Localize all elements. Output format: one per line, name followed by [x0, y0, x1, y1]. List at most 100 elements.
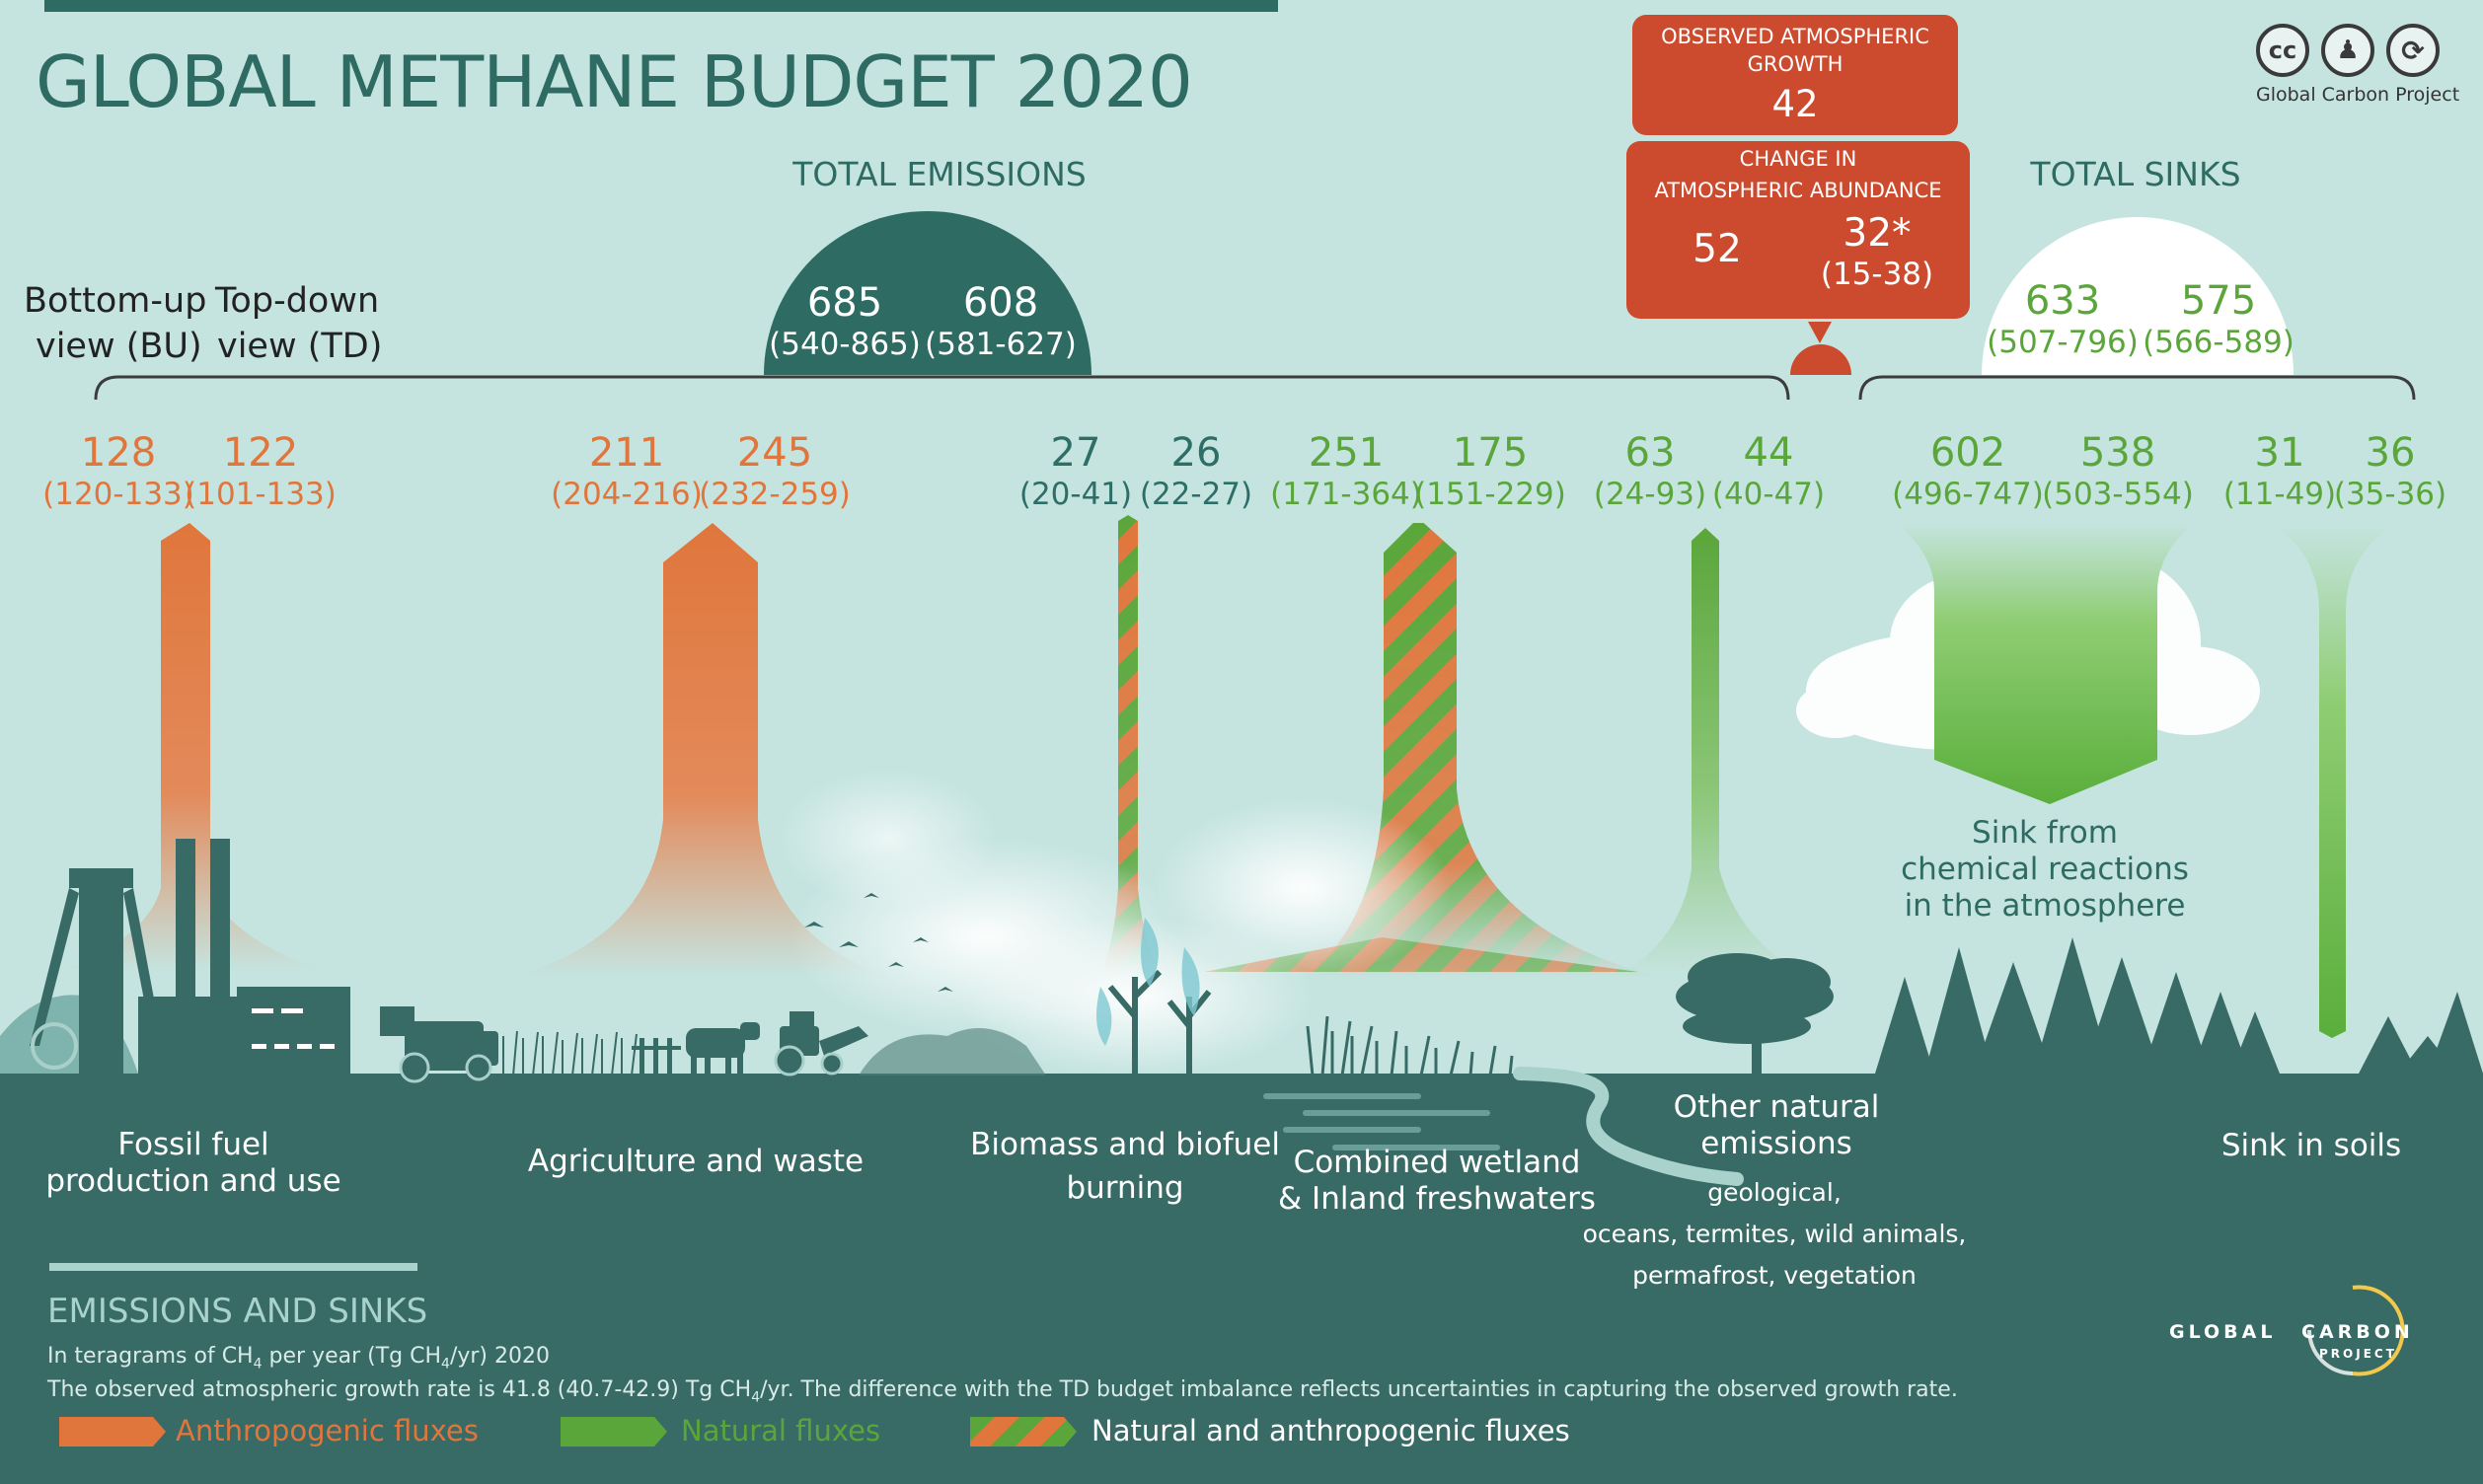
total-sinks-bu: 633 (507-796)	[1987, 278, 2139, 361]
fossil-bu-value: 128	[80, 430, 157, 476]
abundance-label-2: ATMOSPHERIC ABUNDANCE	[1654, 179, 1942, 202]
total-sinks-td-range: (566-589)	[2143, 325, 2295, 360]
chemical-sink-label: Sink from chemical reactions in the atmo…	[1901, 815, 2189, 925]
legend-natural-label: Natural fluxes	[681, 1414, 881, 1447]
other-natural-label-2: emissions	[1700, 1126, 1852, 1161]
fossil-td: 122 (101-133)	[185, 430, 337, 513]
units-text-3: /yr) 2020	[449, 1344, 550, 1369]
soil-sink-td-value: 36	[2365, 430, 2416, 476]
cc-icon: cc	[2256, 24, 2309, 77]
wetland-bu-value: 251	[1308, 430, 1385, 476]
other-natural-detail-1: geological,	[1707, 1178, 1842, 1207]
agriculture-td-range: (232-259)	[699, 477, 851, 512]
fossil-bu-range: (120-133)	[42, 477, 194, 512]
footer-heading: EMISSIONS AND SINKS	[47, 1292, 428, 1331]
footer-units: In teragrams of CH4 per year (Tg CH4/yr)…	[47, 1344, 550, 1372]
soil-sink-td: 36 (35-36)	[2334, 430, 2446, 513]
chemical-sink-bu-value: 602	[1929, 430, 2006, 476]
units-sub-2: 4	[441, 1356, 450, 1373]
chemical-sink-label-2: chemical reactions	[1901, 852, 2189, 887]
other-natural-bu: 63 (24-93)	[1594, 430, 1706, 513]
total-emissions-td: 608 (581-627)	[925, 280, 1077, 363]
fossil-td-range: (101-133)	[185, 477, 337, 512]
legend-swatch-natural	[561, 1417, 667, 1447]
total-sinks-bu-value: 633	[2024, 278, 2101, 324]
soil-sink-bu: 31 (11-49)	[2223, 430, 2336, 513]
page-title: GLOBAL METHANE BUDGET 2020	[36, 40, 1193, 123]
note-text-2: /yr. The difference with the TD budget i…	[760, 1377, 1958, 1402]
abundance-change-box: CHANGE IN ATMOSPHERIC ABUNDANCE 52 32* (…	[1626, 141, 1970, 319]
fossil-label-1: Fossil fuel	[117, 1127, 269, 1162]
logo-text-sub: PROJECT	[2319, 1347, 2397, 1361]
footer-note: The observed atmospheric growth rate is …	[47, 1377, 1958, 1405]
logo-text-right: CARBON	[2301, 1321, 2414, 1343]
legend-mixed-label: Natural and anthropogenic fluxes	[1091, 1414, 1570, 1447]
other-natural-detail-3: permafrost, vegetation	[1632, 1261, 1917, 1290]
observed-growth-box: OBSERVED ATMOSPHERIC GROWTH 42	[1632, 15, 1958, 135]
td-view-label: Top-down view (TD)	[215, 278, 382, 369]
units-text-2: per year (Tg CH	[262, 1344, 442, 1369]
biomass-label: Biomass and biofuel burning	[970, 1123, 1280, 1210]
chemical-sink-td-range: (503-554)	[2042, 477, 2194, 512]
total-emissions-td-range: (581-627)	[925, 327, 1077, 362]
legend-anthropogenic-label: Anthropogenic fluxes	[176, 1414, 479, 1447]
other-natural-bu-value: 63	[1624, 430, 1676, 476]
soil-sink-label: Sink in soils	[2220, 1128, 2402, 1163]
total-emissions-bu-range: (540-865)	[769, 327, 921, 362]
observed-growth-label-1: OBSERVED ATMOSPHERIC	[1661, 25, 1929, 48]
abundance-label-1: CHANGE IN	[1739, 147, 1857, 171]
bu-view-line1: Bottom-up	[24, 281, 207, 321]
total-sinks-label: TOTAL SINKS	[2030, 155, 2241, 193]
soil-sink-bu-range: (11-49)	[2222, 477, 2337, 512]
chemical-sink-td-value: 538	[2079, 430, 2156, 476]
wetland-td: 175 (151-229)	[1414, 430, 1566, 513]
agriculture-label: Agriculture and waste	[527, 1144, 865, 1179]
observed-growth-value: 42	[1771, 83, 1819, 125]
abundance-bu-value: 52	[1693, 227, 1742, 271]
share-alike-icon: ⟳	[2386, 24, 2440, 77]
attribution-icon: ♟	[2321, 24, 2374, 77]
total-sinks-bu-range: (507-796)	[1987, 325, 2139, 360]
license-icons: cc ♟ ⟳	[2256, 24, 2440, 77]
fossil-label: Fossil fuel production and use	[45, 1127, 340, 1200]
abundance-td-range: (15-38)	[1820, 257, 1934, 292]
note-sub: 4	[751, 1389, 761, 1406]
fossil-label-2: production and use	[45, 1163, 341, 1199]
other-natural-detail-2: oceans, termites, wild animals,	[1582, 1220, 1967, 1248]
total-emissions-label: TOTAL EMISSIONS	[792, 155, 1087, 193]
units-text-1: In teragrams of CH	[47, 1344, 254, 1369]
biomass-bu-value: 27	[1050, 430, 1101, 476]
legend-swatch-mixed	[970, 1417, 1077, 1447]
total-sinks-td-value: 575	[2180, 278, 2257, 324]
wetland-bu: 251 (171-364)	[1270, 430, 1422, 513]
other-natural-label: Other natural emissions	[1674, 1089, 1880, 1162]
logo-text-left: GLOBAL	[2169, 1321, 2277, 1343]
note-text-1: The observed atmospheric growth rate is …	[47, 1377, 752, 1402]
chemical-sink-td: 538 (503-554)	[2042, 430, 2194, 513]
td-view-line2: view (TD)	[217, 327, 383, 366]
chemical-sink-label-1: Sink from	[1972, 815, 2118, 851]
wetland-label-2: & Inland freshwaters	[1278, 1181, 1596, 1217]
bu-view-label: Bottom-up view (BU)	[24, 278, 206, 369]
chemical-sink-label-3: in the atmosphere	[1904, 888, 2186, 924]
bu-view-line2: view (BU)	[36, 327, 202, 366]
wetland-td-range: (151-229)	[1414, 477, 1566, 512]
soil-sink-bu-value: 31	[2254, 430, 2305, 476]
other-natural-td-value: 44	[1743, 430, 1794, 476]
total-sinks-td: 575 (566-589)	[2143, 278, 2295, 361]
agriculture-td-value: 245	[736, 430, 813, 476]
td-view-line1: Top-down	[215, 281, 380, 321]
soil-sink-td-range: (35-36)	[2333, 477, 2447, 512]
other-natural-detail: geological, oceans, termites, wild anima…	[1583, 1172, 1967, 1297]
fossil-td-value: 122	[222, 430, 299, 476]
total-emissions-bu-value: 685	[806, 280, 883, 326]
units-sub-1: 4	[253, 1356, 263, 1373]
biomass-bu: 27 (20-41)	[1019, 430, 1132, 513]
biomass-label-1: Biomass and biofuel	[970, 1127, 1280, 1162]
total-emissions-bu: 685 (540-865)	[769, 280, 921, 363]
credit-text: Global Carbon Project	[2256, 84, 2460, 106]
biomass-label-2: burning	[1066, 1170, 1184, 1206]
biomass-bu-range: (20-41)	[1018, 477, 1133, 512]
wetland-label: Combined wetland & Inland freshwaters	[1278, 1145, 1596, 1218]
